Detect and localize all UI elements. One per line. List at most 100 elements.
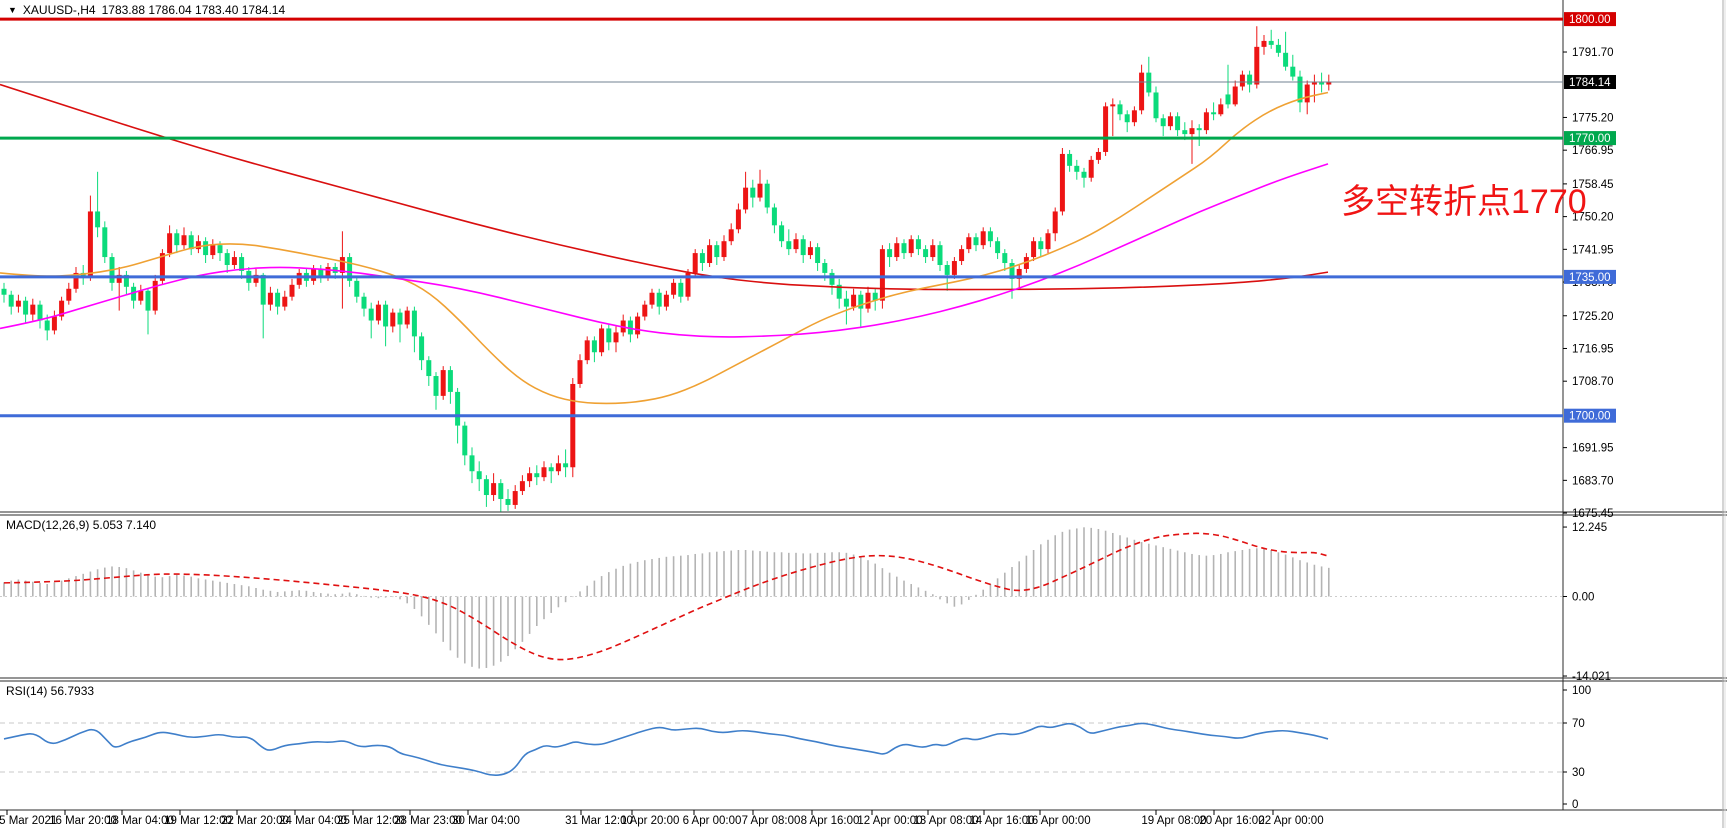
candle-body — [1182, 130, 1188, 135]
candle-body — [152, 280, 158, 311]
candle-body — [159, 253, 165, 281]
time-tick-label: 22 Apr 00:00 — [1258, 815, 1323, 827]
candle-body — [339, 257, 345, 273]
macd-tick-label: 0.00 — [1572, 592, 1594, 604]
symbol-name: XAUUSD-,H4 — [22, 3, 96, 17]
time-tick-label: 25 Mar 12:00 — [337, 815, 405, 827]
candle-body — [671, 282, 677, 295]
rsi-tick-label: 0 — [1572, 799, 1578, 811]
candle-body — [635, 316, 641, 335]
price-badge-label: 1700.00 — [1569, 411, 1611, 423]
candle-body — [714, 245, 720, 258]
candle-body — [1139, 72, 1145, 111]
candle-body — [1311, 82, 1317, 85]
candle-body — [901, 243, 907, 254]
candle-body — [217, 245, 223, 254]
candle-body — [721, 241, 727, 258]
candle-body — [1304, 84, 1310, 103]
candle-body — [253, 274, 259, 283]
candle-body — [1131, 110, 1137, 123]
candle-body — [858, 294, 864, 309]
candle-body — [59, 300, 65, 317]
time-tick-label: 8 Apr 16:00 — [801, 815, 860, 827]
candle-body — [275, 292, 281, 307]
candle-body — [750, 187, 756, 198]
candle-body — [44, 320, 50, 331]
candle-body — [1067, 153, 1073, 166]
price-badge[interactable] — [1564, 12, 1616, 27]
candle-body — [923, 249, 929, 258]
candle-body — [1247, 74, 1253, 85]
candle-body — [102, 227, 108, 258]
candle-body — [548, 467, 554, 472]
candle-body — [555, 463, 561, 472]
candle-body — [663, 294, 669, 307]
candle-body — [181, 235, 187, 246]
candle-body — [851, 294, 857, 307]
candle-body — [1059, 153, 1065, 212]
time-tick-label: 30 Mar 04:00 — [452, 815, 520, 827]
time-tick-label: 24 Mar 04:00 — [279, 815, 347, 827]
candle-body — [642, 304, 648, 317]
candle-body — [563, 463, 569, 468]
candle-body — [627, 320, 633, 335]
price-tick-label: 1741.95 — [1572, 244, 1614, 256]
candle-body — [239, 257, 245, 271]
collapse-chevron-icon[interactable]: ▼ — [8, 5, 17, 15]
time-tick-label: 14 Apr 16:00 — [969, 815, 1034, 827]
text-annotation[interactable]: 多空转折点1770 — [1341, 183, 1587, 221]
candle-body — [354, 280, 360, 297]
candle-body — [1095, 151, 1101, 160]
candle-body — [440, 370, 446, 396]
candle-body — [404, 310, 410, 325]
candle-body — [807, 247, 813, 256]
candle-body — [1103, 106, 1109, 152]
candle-body — [771, 207, 777, 226]
candle-body — [282, 296, 288, 307]
macd-tick-label: -14.021 — [1572, 671, 1611, 683]
candle-body — [80, 272, 86, 277]
candle-body — [606, 328, 612, 343]
candle-body — [1038, 241, 1044, 250]
time-tick-label: 20 Apr 16:00 — [1199, 815, 1264, 827]
candle-body — [786, 241, 792, 250]
candle-body — [174, 233, 180, 246]
candle-body — [383, 304, 389, 327]
candle-body — [1196, 128, 1202, 131]
candle-body — [1167, 116, 1173, 127]
candle-body — [145, 290, 151, 311]
candle-body — [311, 268, 317, 281]
candle-body — [95, 211, 101, 228]
candle-body — [289, 284, 295, 297]
price-badge[interactable] — [1564, 408, 1616, 423]
time-tick-label: 22 Mar 20:00 — [221, 815, 289, 827]
time-tick-label: 16 Apr 00:00 — [1025, 815, 1090, 827]
price-badge[interactable] — [1564, 131, 1616, 146]
rsi-tick-label: 100 — [1572, 685, 1591, 697]
candle-body — [966, 237, 972, 250]
candle-body — [937, 245, 943, 265]
candle-body — [411, 310, 417, 337]
candle-body — [656, 292, 662, 307]
price-tick-label: 1683.70 — [1572, 475, 1614, 487]
candle-body — [707, 245, 713, 264]
candle-body — [1153, 92, 1159, 119]
candle-body — [915, 239, 921, 250]
candle-body — [527, 473, 533, 482]
candle-body — [1326, 82, 1332, 85]
price-badge[interactable] — [1564, 75, 1616, 89]
candle-body — [879, 249, 885, 301]
candle-body — [865, 292, 871, 309]
price-badge[interactable] — [1564, 269, 1616, 284]
candle-body — [1261, 40, 1267, 47]
candle-body — [815, 247, 821, 264]
candle-body — [260, 274, 266, 305]
candle-body — [1124, 114, 1130, 123]
time-tick-label: 1 Apr 20:00 — [621, 815, 680, 827]
candle-body — [1297, 76, 1303, 103]
price-tick-label: 1708.70 — [1572, 376, 1614, 388]
candle-body — [188, 235, 194, 250]
candle-body — [519, 481, 525, 492]
candle-body — [1218, 104, 1224, 115]
